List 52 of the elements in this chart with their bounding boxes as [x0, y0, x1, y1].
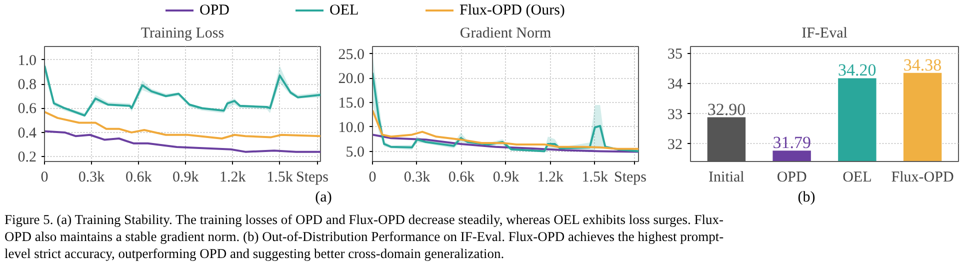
y-tick-label: 25.0 [338, 46, 364, 63]
x-tick-label: 0.3k [78, 170, 106, 186]
data-label: 31.79 [772, 133, 811, 152]
chart-title: Gradient Norm [460, 26, 552, 42]
line-series [372, 109, 638, 150]
y-tick-label: 34 [668, 76, 683, 93]
y-tick-label: 0.8 [18, 77, 36, 94]
x-tick-label: 1.2k [220, 170, 246, 186]
data-label: 34.20 [838, 60, 876, 80]
y-tick-label: 5.0 [346, 144, 364, 160]
x-tick-label: OPD [776, 170, 807, 186]
y-tick-label: 0.6 [18, 101, 37, 118]
x-tick-label: 1.2k [537, 170, 564, 186]
x-tick-label: 0.9k [492, 170, 520, 186]
legend-label: Flux-OPD (Ours) [460, 2, 565, 18]
x-tick-label: 0.3k [404, 170, 431, 186]
chart-title: Training Loss [140, 26, 224, 42]
x-tick-label: OEL [842, 170, 872, 186]
text: (a) [315, 190, 332, 206]
text: OPD also maintains a stable gradient norm. (b) Out-of-Distribution Performance on IF-Eval. Flux-OPD achieves the highest prompt- [4, 229, 724, 244]
chart-title: IF-Eval [802, 26, 848, 42]
x-tick-label: Steps [614, 170, 647, 186]
y-tick-label: 0.4 [18, 125, 37, 142]
x-tick-label: 0.6k [125, 170, 152, 186]
x-tick-label: Initial [708, 170, 744, 186]
x-tick-label: 0 [40, 170, 48, 186]
y-tick-label: 15.0 [338, 96, 364, 112]
y-tick-label: 10.0 [338, 120, 364, 136]
x-tick-label: 0.9k [172, 170, 200, 186]
line-series [44, 130, 320, 153]
y-tick-label: 0.2 [18, 150, 36, 166]
x-tick-label: 1.5k [582, 170, 609, 186]
data-label: 32.90 [707, 100, 746, 119]
y-tick-label: 35 [668, 46, 682, 63]
y-tick-label: 20.0 [338, 71, 364, 88]
y-tick-label: 33 [668, 106, 682, 123]
text: level strict accuracy, outperforming OPD and suggesting better cross-domain generalization. [4, 246, 504, 261]
x-tick-label: 0.6k [448, 170, 476, 186]
line-series [372, 72, 638, 152]
x-tick-label: 0 [368, 170, 376, 186]
x-tick-label: Steps [296, 170, 329, 186]
legend-label: OEL [330, 2, 359, 18]
line-series [372, 134, 638, 153]
caption: Figure 5. (a) Training Stability. The training losses of OPD and Flux-OPD decrease steadily, whereas OEL exhibits loss surges. Flux- [4, 212, 724, 227]
text: (b) [798, 190, 816, 206]
line-series [44, 110, 320, 140]
y-tick-label: 32 [668, 136, 682, 153]
data-label: 34.38 [903, 55, 942, 74]
x-tick-label: Flux-OPD [891, 170, 954, 186]
legend-label: OPD [200, 2, 230, 18]
x-tick-label: 1.5k [266, 170, 294, 186]
y-tick-label: 1.0 [18, 52, 36, 69]
